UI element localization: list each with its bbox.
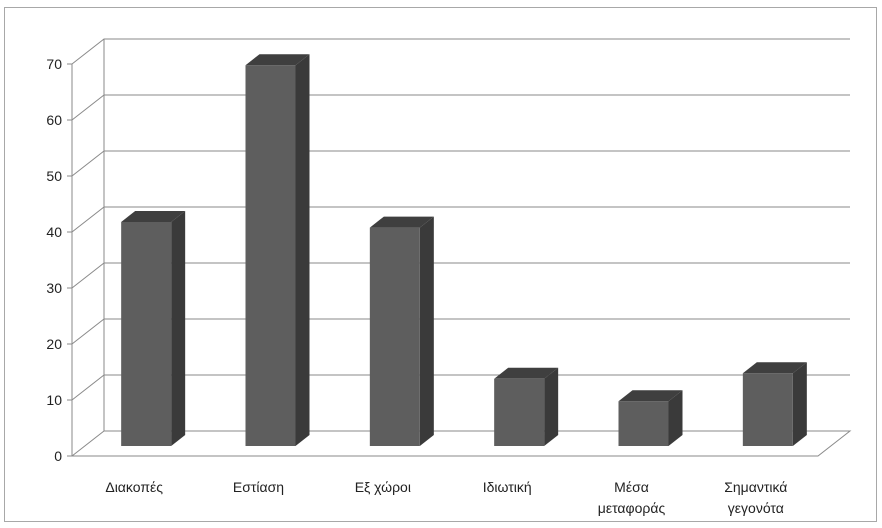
bar-top xyxy=(369,216,434,228)
y-axis: 0 10 20 30 40 50 60 70 xyxy=(46,56,72,464)
category-labels: Διακοπές Εστίαση Εξ χώροι Ιδιωτική Μέσα μεταφ… xyxy=(105,479,787,516)
y-tick-label: 50 xyxy=(46,168,62,184)
y-tick-label: 60 xyxy=(46,112,62,128)
bar-front xyxy=(369,227,420,446)
x-tick-label: Σημαντικά xyxy=(724,479,787,495)
bar-top xyxy=(742,362,807,374)
y-tick-label: 0 xyxy=(54,448,62,464)
gridline xyxy=(71,318,850,345)
bar-top xyxy=(245,54,310,66)
gridline xyxy=(71,206,850,233)
bar xyxy=(369,216,434,446)
x-tick-label: Διακοπές xyxy=(105,479,163,495)
bar-side xyxy=(668,390,683,446)
bar-front xyxy=(742,373,793,446)
chart-floor xyxy=(70,430,852,457)
bars xyxy=(121,54,807,446)
x-tick-label: μεταφοράς xyxy=(598,500,666,516)
bar-side xyxy=(419,216,434,446)
bar xyxy=(245,54,310,446)
bar xyxy=(494,367,559,446)
x-tick-label: Εξ χώροι xyxy=(355,479,411,495)
bar-side xyxy=(544,367,559,446)
bar xyxy=(618,390,683,446)
bar-top xyxy=(494,367,559,379)
gridline xyxy=(71,374,850,401)
bar-front xyxy=(245,65,296,446)
gridline xyxy=(71,150,850,177)
y-tick-label: 40 xyxy=(46,224,62,240)
bar-side xyxy=(792,362,807,446)
bar xyxy=(742,362,807,446)
bar-front xyxy=(494,378,545,446)
bar-side xyxy=(171,211,186,446)
y-tick-label: 70 xyxy=(46,56,62,72)
bar-top xyxy=(121,211,186,222)
gridline xyxy=(71,38,850,65)
bar-front xyxy=(618,401,669,446)
x-tick-label: Ιδιωτική xyxy=(483,479,532,495)
gridline xyxy=(71,262,850,289)
x-tick-label: Μέσα xyxy=(614,479,649,495)
bar-front xyxy=(121,222,172,446)
gridline xyxy=(71,94,850,121)
y-tick-label: 20 xyxy=(46,336,62,352)
bar-top xyxy=(618,390,683,402)
y-tick-label: 30 xyxy=(46,280,62,296)
x-tick-label: Εστίαση xyxy=(233,479,284,495)
bar xyxy=(121,211,186,446)
bar-side xyxy=(295,54,310,446)
x-tick-label: γεγονότα xyxy=(728,500,784,516)
gridlines xyxy=(70,38,852,457)
y-tick-label: 10 xyxy=(46,392,62,408)
